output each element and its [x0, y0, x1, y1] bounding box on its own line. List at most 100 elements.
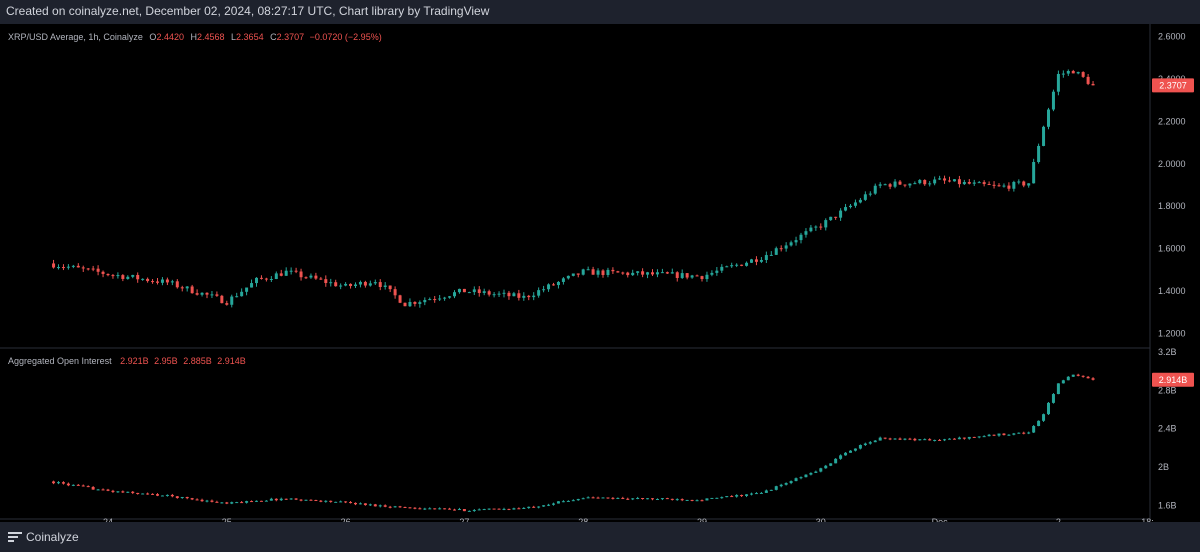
oi-candle-body [111, 490, 115, 492]
oi-candle-body [1032, 426, 1036, 433]
price-candle-body [849, 205, 852, 208]
oi-candle-body [690, 499, 694, 501]
price-candle-body [185, 286, 189, 289]
price-candle-body [641, 271, 645, 275]
price-candle-body [967, 181, 971, 184]
price-pane[interactable] [0, 24, 1150, 348]
price-candle-body [482, 291, 486, 293]
oi-candle-body [1051, 394, 1055, 403]
price-candle-body [200, 292, 204, 295]
oi-candle-body [507, 508, 511, 510]
oi-candle-body [928, 439, 932, 441]
open-interest-pane[interactable] [0, 349, 1150, 519]
price-candle-body [255, 277, 258, 284]
oi-candle-body [81, 485, 85, 487]
price-candle-body [858, 199, 862, 203]
oi-candle-body [170, 494, 174, 497]
oi-candle-body [304, 499, 308, 501]
price-candle-body [779, 248, 783, 250]
footer-bar: Coinalyze [0, 522, 1200, 552]
price-candle-body [146, 278, 150, 282]
oi-candle-body [146, 493, 150, 495]
oi-candle-body [1081, 375, 1085, 377]
oi-candle-body [200, 499, 204, 502]
price-candle-body [52, 263, 56, 268]
oi-candle-body [735, 495, 739, 497]
price-candle-body [492, 294, 496, 296]
price-candle-body [418, 302, 422, 304]
price-candle-body [116, 275, 120, 277]
oi-candle-body [86, 486, 90, 488]
oi-candle-body [853, 448, 857, 451]
price-candle-body [413, 301, 417, 304]
oi-open-value: 2.921B [120, 356, 149, 366]
oi-candle-body [641, 497, 645, 499]
oi-candle-body [814, 471, 818, 473]
price-candle-body [586, 269, 590, 271]
price-candle-body [552, 284, 555, 286]
price-candle-body [462, 288, 466, 293]
oi-last-value-box [1152, 372, 1194, 387]
price-candle-body [774, 248, 778, 255]
oi-candle-body [537, 506, 541, 508]
price-candle-body [581, 269, 585, 275]
price-candle-body [1002, 185, 1006, 187]
oi-candle-body [903, 438, 907, 440]
oi-candle-body [363, 503, 367, 506]
price-candle-body [76, 265, 80, 268]
price-candle-body [670, 272, 674, 274]
price-candle-body [853, 202, 857, 206]
price-candle-body [690, 275, 694, 278]
price-candle-body [834, 216, 838, 218]
oi-candle-body [646, 498, 650, 500]
oi-candle-body [339, 501, 343, 503]
price-candle-body [745, 262, 749, 266]
price-candle-body [1047, 109, 1050, 127]
oi-candle-body [789, 481, 793, 484]
price-y-tick: 1.4000 [1158, 286, 1186, 296]
price-candle-body [354, 284, 357, 287]
price-candle-body [561, 278, 565, 282]
price-candle-body [477, 289, 481, 293]
price-candle-body [240, 291, 244, 297]
price-candle-body [695, 275, 699, 277]
price-candle-body [215, 294, 219, 296]
price-candle-body [873, 185, 877, 194]
oi-candle-body [764, 490, 768, 493]
oi-candle-body [952, 438, 956, 440]
oi-candle-body [725, 496, 729, 498]
oi-candle-body [1076, 374, 1080, 376]
oi-candle-body [829, 463, 833, 466]
oi-candle-body [1061, 380, 1065, 384]
oi-candle-body [319, 500, 323, 502]
price-candle-body [819, 226, 823, 228]
oi-candle-body [774, 486, 778, 490]
price-candle-body [334, 282, 338, 287]
oi-candle-body [1002, 433, 1006, 436]
price-candle-body [730, 265, 734, 267]
price-candle-body [438, 298, 442, 300]
ohlc-open-value: 2.4420 [156, 32, 184, 42]
price-candle-body [368, 283, 372, 286]
oi-y-tick: 2.8B [1158, 385, 1177, 395]
oi-candle-body [403, 507, 407, 509]
price-candle-body [789, 242, 793, 246]
price-candle-body [898, 181, 902, 185]
price-candle-body [814, 226, 818, 228]
oi-candle-body [121, 491, 125, 493]
price-candle-body [383, 285, 387, 287]
oi-candle-body [918, 439, 922, 441]
price-candle-body [715, 270, 719, 273]
oi-candle-body [606, 497, 610, 499]
price-candle-body [878, 184, 882, 186]
oi-candle-body [779, 484, 783, 487]
price-candle-body [651, 272, 654, 275]
oi-candle-body [220, 502, 224, 504]
brand[interactable]: Coinalyze [8, 530, 79, 544]
oi-candle-body [591, 497, 595, 499]
price-candle-body [606, 269, 610, 275]
price-candle-body [433, 299, 437, 301]
price-candle-body [507, 292, 511, 297]
price-candle-body [378, 282, 382, 287]
oi-candle-body [715, 497, 719, 499]
